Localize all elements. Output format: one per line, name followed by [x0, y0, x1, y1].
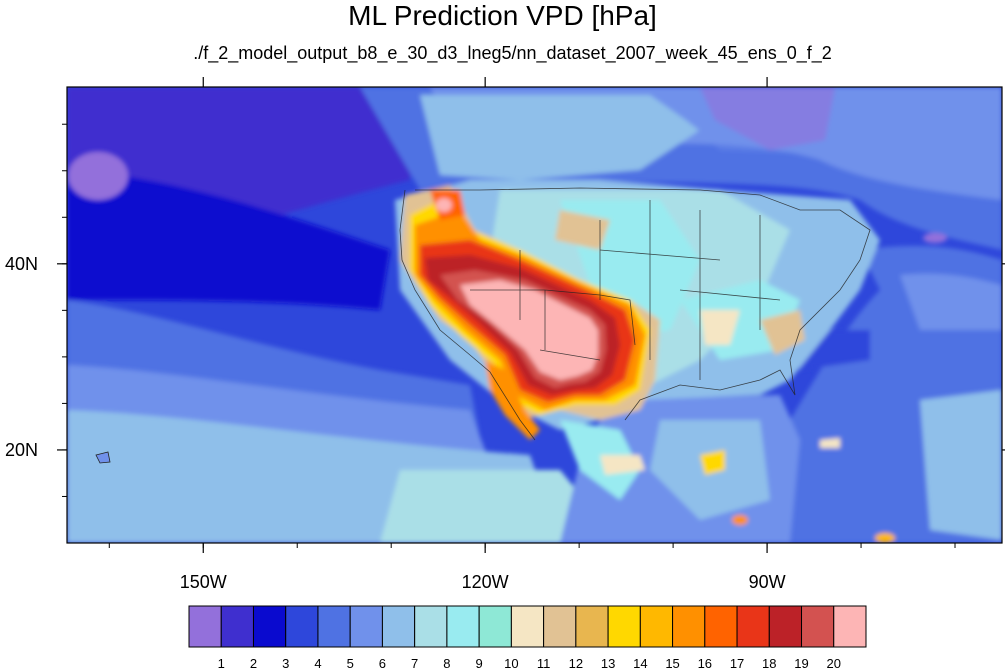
- y-tick-label: 40N: [5, 254, 38, 274]
- colorbar-label: 7: [411, 656, 418, 671]
- colorbar-label: 6: [379, 656, 386, 671]
- colorbar-swatch: [510, 605, 545, 648]
- colorbar-label: 4: [314, 656, 321, 671]
- vpd-field: [67, 87, 1002, 543]
- colorbar-swatch: [639, 605, 674, 648]
- colorbar-label: 20: [827, 656, 841, 671]
- colorbar-label: 13: [601, 656, 615, 671]
- colorbar-label: 2: [250, 656, 257, 671]
- colorbar-swatch: [220, 605, 254, 648]
- colorbar-label: 9: [476, 656, 483, 671]
- colorbar-label: 1: [218, 656, 225, 671]
- axis-ticks: 150W 120W 90W 40N 20N: [5, 77, 1005, 592]
- colorbar-label: 17: [730, 656, 744, 671]
- colorbar-swatch: [575, 605, 609, 648]
- colorbar-swatch: [833, 605, 867, 648]
- colorbar-label: 3: [282, 656, 289, 671]
- colorbar-label: 14: [633, 656, 647, 671]
- colorbar-swatch: [285, 605, 319, 648]
- colorbar-swatch: [317, 605, 351, 648]
- x-tick-label: 120W: [462, 572, 509, 592]
- colorbar-swatch: [381, 605, 416, 648]
- colorbar-swatch: [252, 605, 287, 648]
- y-tick-label: 20N: [5, 440, 38, 460]
- colorbar-label: 15: [665, 656, 679, 671]
- colorbar-swatch: [607, 605, 641, 648]
- colorbar-swatch: [446, 605, 480, 648]
- colorbar-swatch: [801, 605, 835, 648]
- colorbar-swatch: [704, 605, 738, 648]
- colorbar-label: 10: [504, 656, 518, 671]
- colorbar-label: 11: [537, 656, 551, 671]
- colorbar-label: 8: [443, 656, 450, 671]
- colorbar-label: 12: [569, 656, 583, 671]
- colorbar-swatch: [414, 605, 448, 648]
- x-tick-label: 150W: [180, 572, 227, 592]
- colorbar: 1 2 3 4 5 6 7 8 9 10 11 12 13 14 15 16 17 18 19 20: [188, 605, 867, 671]
- colorbar-swatch: [478, 605, 512, 648]
- colorbar-swatch: [736, 605, 770, 648]
- map-subtitle: ./f_2_model_output_b8_e_30_d3_lneg5/nn_d…: [193, 43, 832, 63]
- colorbar-swatch: [188, 605, 222, 648]
- colorbar-swatch: [672, 605, 706, 648]
- colorbar-label: 5: [347, 656, 354, 671]
- colorbar-swatch: [768, 605, 803, 648]
- map-title: ML Prediction VPD [hPa]: [348, 0, 657, 31]
- x-tick-label: 90W: [749, 572, 786, 592]
- colorbar-swatch: [349, 605, 383, 648]
- colorbar-label: 16: [698, 656, 712, 671]
- colorbar-swatch: [543, 605, 577, 648]
- colorbar-label: 18: [762, 656, 776, 671]
- colorbar-label: 19: [794, 656, 808, 671]
- map-frame: [66, 86, 1003, 544]
